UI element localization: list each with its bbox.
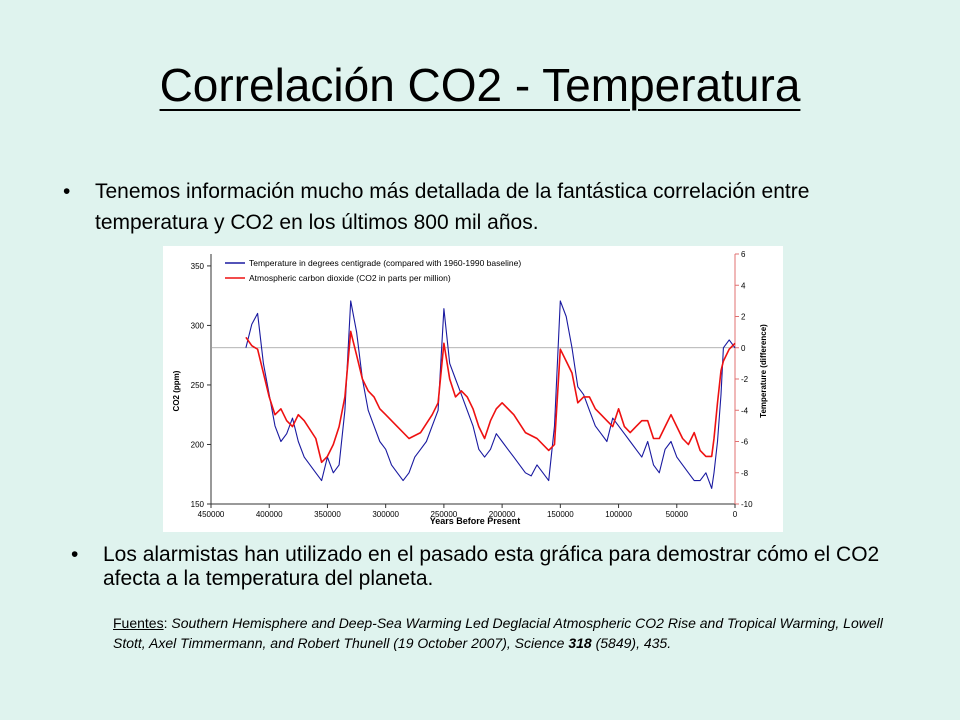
chart-panel: 150 200 250 300 350 -10 -8 -6 -4 -2 0 2 4 6 450000 4000… [163,246,783,532]
bullet-intro: • Tenemos información mucho más detallad… [63,176,885,238]
x-tick-label: 300000 [372,510,399,519]
y2-tick-label: -8 [741,469,749,478]
legend-label-co2: Atmospheric carbon dioxide (CO2 in parts… [249,273,451,283]
bullet-dot: • [63,180,71,203]
y2-tick-label: 6 [741,250,746,259]
x-tick-label: 400000 [256,510,283,519]
x-tick-label: 250000 [431,510,458,519]
legend-label-temperature: Temperature in degrees centigrade (compa… [249,258,521,268]
y2-tick-label: -2 [741,375,749,384]
co2-temperature-chart: 150 200 250 300 350 -10 -8 -6 -4 -2 0 2 4 6 450000 4000… [172,250,768,526]
x-tick-label: 50000 [666,510,689,519]
bullet-intro-text: Tenemos información mucho más detallada … [95,180,810,234]
y2-tick-label: 2 [741,313,746,322]
x-tick-label: 0 [733,510,738,519]
bullet-claim-text: Los alarmistas han utilizado en el pasad… [103,543,880,590]
sources-volume: 318 [568,635,592,651]
y-tick-label: 350 [191,262,205,271]
y-tick-label: 250 [191,381,205,390]
y-tick-label: 200 [191,440,205,449]
bullet-dot: • [71,543,79,566]
y-tick-label: 300 [191,321,205,330]
temperature-series-line [245,300,736,489]
y2-tick-label: 4 [741,281,746,290]
sources-separator: : [163,615,172,631]
y2-axis-title: Temperature (difference) [759,324,768,418]
y2-tick-label: 0 [741,344,746,353]
x-tick-label: 100000 [605,510,632,519]
x-tick-label: 150000 [547,510,574,519]
y2-tick-label: -4 [741,406,749,415]
x-tick-label: 450000 [198,510,225,519]
x-axis-title: Years Before Present [430,516,521,526]
bullet-claim: • Los alarmistas han utilizado en el pas… [71,543,883,591]
y2-tick-label: -6 [741,438,749,447]
x-tick-label: 200000 [489,510,516,519]
sources-citation: Fuentes: Southern Hemisphere and Deep-Se… [113,613,893,653]
slide-title: Correlación CO2 - Temperatura [159,59,801,111]
y2-tick-label: -10 [741,500,753,509]
y-tick-label: 150 [191,500,205,509]
sources-label: Fuentes [113,615,164,631]
y-axis-title: CO2 (ppm) [172,370,181,411]
x-tick-label: 350000 [314,510,341,519]
sources-text-a: Southern Hemisphere and Deep-Sea Warming… [113,615,883,651]
sources-text-b: (5849), 435. [591,635,672,651]
co2-series-line [245,330,736,464]
